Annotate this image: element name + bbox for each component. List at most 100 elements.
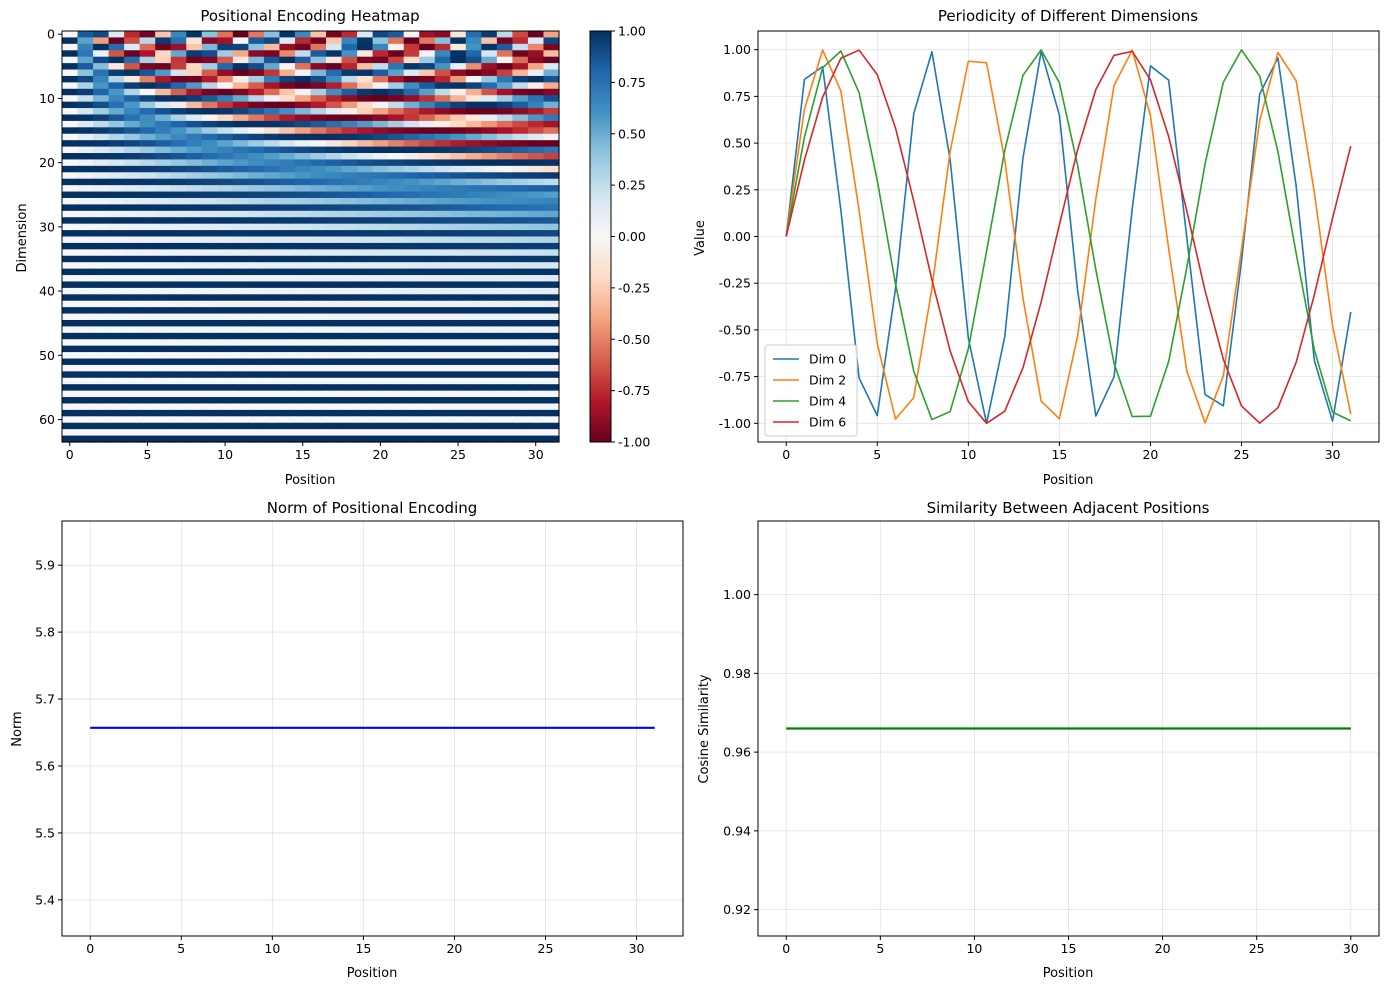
heatmap-cell bbox=[139, 249, 156, 257]
heatmap-cell bbox=[326, 242, 343, 250]
heatmap-cell bbox=[62, 210, 79, 218]
heatmap-cell bbox=[155, 101, 172, 109]
heatmap-cell bbox=[93, 281, 110, 289]
heatmap-cell bbox=[357, 82, 374, 90]
heatmap-cell bbox=[341, 422, 358, 430]
heatmap-cell bbox=[543, 159, 560, 167]
heatmap-cell bbox=[186, 88, 203, 96]
p2-y-tick-label: 0.75 bbox=[723, 89, 751, 104]
heatmap-cell bbox=[93, 172, 110, 180]
heatmap-cell bbox=[341, 275, 358, 283]
heatmap-cell bbox=[62, 159, 79, 167]
heatmap-cell bbox=[139, 31, 156, 39]
heatmap-cell bbox=[450, 377, 467, 385]
heatmap-cell bbox=[496, 384, 514, 392]
heatmap-cell bbox=[279, 69, 296, 77]
heatmap-cell bbox=[543, 300, 560, 308]
heatmap-cell bbox=[372, 153, 389, 161]
heatmap-cell bbox=[124, 352, 141, 360]
heatmap-cell bbox=[496, 217, 514, 225]
heatmap-cell bbox=[434, 358, 451, 366]
heatmap-cell bbox=[434, 114, 451, 122]
heatmap-cell bbox=[341, 345, 358, 353]
heatmap-cell bbox=[93, 63, 110, 71]
heatmap-cell bbox=[294, 422, 312, 430]
heatmap-cell bbox=[372, 69, 389, 77]
heatmap-cell bbox=[403, 319, 420, 327]
heatmap-cell bbox=[481, 390, 498, 398]
colorbar-tick-label: 0.50 bbox=[618, 126, 646, 141]
heatmap-cell bbox=[543, 56, 560, 64]
heatmap-cell bbox=[263, 185, 281, 193]
heatmap-cell bbox=[201, 165, 218, 173]
heatmap-cell bbox=[403, 358, 420, 366]
heatmap-cell bbox=[139, 409, 156, 417]
heatmap-cell bbox=[543, 133, 560, 141]
heatmap-cell bbox=[93, 95, 110, 103]
heatmap-cell bbox=[310, 172, 327, 180]
heatmap-cell bbox=[248, 416, 265, 424]
heatmap-cell bbox=[341, 204, 358, 212]
heatmap-cell bbox=[279, 409, 296, 417]
heatmap-cell bbox=[263, 390, 281, 398]
heatmap-title: Positional Encoding Heatmap bbox=[200, 7, 419, 25]
heatmap-cell bbox=[450, 281, 467, 289]
heatmap-cell bbox=[543, 390, 560, 398]
heatmap-cell bbox=[108, 397, 125, 405]
heatmap-cell bbox=[496, 281, 514, 289]
heatmap-cell bbox=[93, 197, 110, 205]
p2-y-tick-label: -0.50 bbox=[719, 322, 751, 337]
heatmap-cell bbox=[62, 262, 79, 270]
heatmap-cell bbox=[108, 165, 125, 173]
heatmap-cell bbox=[481, 384, 498, 392]
heatmap-cell bbox=[155, 339, 172, 347]
heatmap-cell bbox=[201, 403, 218, 411]
heatmap-cell bbox=[465, 268, 482, 276]
heatmap-cell bbox=[77, 127, 94, 135]
heatmap-cell bbox=[248, 300, 265, 308]
p4-x-tick-label: 25 bbox=[1249, 941, 1265, 956]
heatmap-cell bbox=[403, 294, 420, 302]
heatmap-cell bbox=[326, 332, 343, 340]
heatmap-cell bbox=[512, 75, 529, 83]
heatmap-cell bbox=[310, 384, 327, 392]
norm-frame bbox=[61, 520, 684, 937]
heatmap-cell bbox=[217, 50, 234, 58]
heatmap-cell bbox=[93, 43, 110, 51]
heatmap-cell bbox=[543, 429, 560, 437]
heatmap-cell bbox=[170, 31, 187, 39]
heatmap-cell bbox=[186, 210, 203, 218]
heatmap-cell bbox=[481, 114, 498, 122]
heatmap-cell bbox=[294, 172, 312, 180]
heatmap-cell bbox=[279, 153, 296, 161]
heatmap-cell bbox=[139, 397, 156, 405]
heatmap-cell bbox=[170, 178, 187, 186]
heatmap-cell bbox=[527, 409, 545, 417]
heatmap-cell bbox=[388, 56, 405, 64]
heatmap-cell bbox=[124, 384, 141, 392]
heatmap-cell bbox=[434, 31, 451, 39]
heatmap-cell bbox=[77, 339, 94, 347]
heatmap-cell bbox=[155, 377, 172, 385]
heatmap-cell bbox=[310, 345, 327, 353]
heatmap-cell bbox=[232, 197, 249, 205]
heatmap-cell bbox=[450, 223, 467, 231]
heatmap-cell bbox=[310, 403, 327, 411]
heatmap-cell bbox=[263, 275, 281, 283]
heatmap-cell bbox=[481, 140, 498, 148]
heatmap-cell bbox=[450, 101, 467, 109]
heatmap-cell bbox=[62, 88, 79, 96]
heatmap-cell bbox=[155, 63, 172, 71]
heatmap-cell bbox=[232, 409, 249, 417]
p3-y-tick-label: 5.7 bbox=[35, 692, 55, 707]
heatmap-cell bbox=[201, 339, 218, 347]
heatmap-cell bbox=[294, 287, 312, 295]
heatmap-cell bbox=[450, 397, 467, 405]
heatmap-cell bbox=[512, 422, 529, 430]
heatmap-cell bbox=[139, 435, 156, 443]
heatmap-cell bbox=[450, 185, 467, 193]
heatmap-cell bbox=[217, 377, 234, 385]
heatmap-cell bbox=[294, 95, 312, 103]
heatmap-cell bbox=[124, 146, 141, 154]
heatmap-cell bbox=[341, 127, 358, 135]
